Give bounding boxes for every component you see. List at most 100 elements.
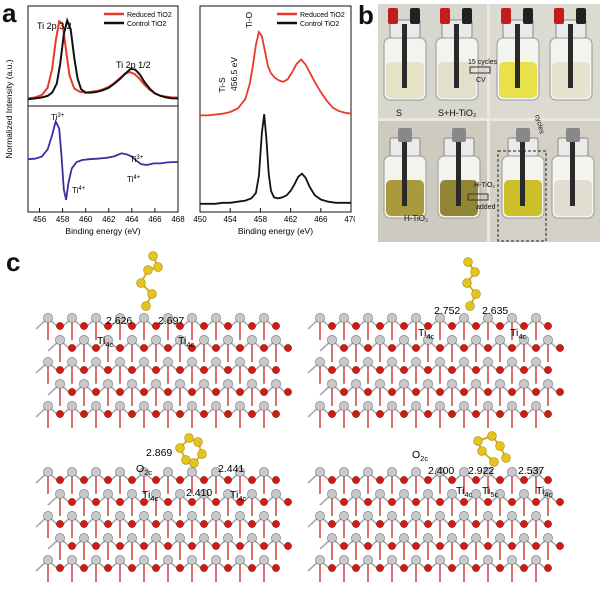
x-tick-label: 470: [344, 215, 355, 224]
vial: [435, 8, 479, 101]
black-clip: [462, 8, 472, 24]
oxygen-atom: [340, 498, 348, 506]
oxygen-atom: [56, 564, 64, 572]
titanium-atom: [531, 467, 541, 477]
oxygen-atom: [56, 520, 64, 528]
annotation-ti4-side: Ti4+: [127, 175, 141, 184]
titanium-atom: [483, 313, 493, 323]
site-label: Ti4c: [510, 327, 527, 341]
oxygen-atom: [152, 366, 160, 374]
sulfur-atom: [148, 251, 158, 261]
oxygen-atom: [448, 520, 456, 528]
titanium-atom: [115, 511, 125, 521]
oxygen-atom: [388, 498, 396, 506]
oxygen-atom: [436, 498, 444, 506]
oxygen-atom: [532, 542, 540, 550]
titanium-atom: [327, 335, 337, 345]
xps-ti2p-comparison-chart: 450 454 458 462 466 470 Binding energy (eV) Red…: [193, 5, 355, 236]
oxygen-atom: [260, 542, 268, 550]
titanium-atom: [271, 533, 281, 543]
oxygen-atom: [56, 410, 64, 418]
vial-electrode: [515, 24, 520, 88]
clip: [452, 128, 466, 142]
titanium-atom: [447, 489, 457, 499]
oxygen-atom: [80, 520, 88, 528]
oxygen-atom: [272, 520, 280, 528]
titanium-atom: [483, 467, 493, 477]
titanium-atom: [163, 511, 173, 521]
titanium-atom: [199, 489, 209, 499]
distance-label: 2.626: [106, 315, 132, 327]
oxygen-atom: [352, 366, 360, 374]
legend-entry: Control TiO2: [127, 21, 166, 28]
y-axis-label: Normalized Intensity (a.u.): [4, 59, 14, 158]
oxygen-atom: [164, 344, 172, 352]
titanium-atom: [139, 511, 149, 521]
titanium-atom: [471, 489, 481, 499]
titanium-atom: [211, 511, 221, 521]
titanium-atom: [127, 489, 137, 499]
photo-label-15-cycles: 15 cycles: [468, 59, 498, 66]
black-clip: [576, 8, 586, 24]
sulfur-chain-bottom-right: [473, 431, 511, 467]
oxygen-atom: [104, 322, 112, 330]
titanium-atom: [187, 467, 197, 477]
titanium-atom: [199, 533, 209, 543]
series-line-reduced: [200, 29, 352, 117]
titanium-atom: [507, 313, 517, 323]
oxygen-atom: [328, 366, 336, 374]
titanium-atom: [247, 379, 257, 389]
annotation-ti4-main: Ti4+: [72, 186, 86, 195]
oxygen-atom: [436, 388, 444, 396]
vial-electrode: [402, 142, 407, 206]
oxygen-atom: [200, 366, 208, 374]
site-label: Ti4c: [230, 489, 247, 503]
titanium-atom: [211, 357, 221, 367]
oxygen-atom: [200, 564, 208, 572]
x-tick-label: 456: [33, 215, 47, 224]
titanium-atom: [519, 335, 529, 345]
site-label: Ti4c: [178, 335, 195, 349]
titanium-atom: [115, 313, 125, 323]
titanium-atom: [223, 335, 233, 345]
red-clip: [501, 8, 511, 24]
panel-label-b: b: [358, 0, 374, 30]
vial-electrode: [402, 24, 407, 88]
sulfur-atom: [470, 267, 480, 277]
titanium-atom: [387, 511, 397, 521]
photo-label-s-h-tio2: S+H-TiO₂: [438, 108, 477, 118]
oxygen-atom: [128, 476, 136, 484]
titanium-atom: [411, 401, 421, 411]
oxygen-atom: [424, 564, 432, 572]
titanium-atom: [423, 335, 433, 345]
titanium-atom: [327, 489, 337, 499]
titanium-atom: [223, 489, 233, 499]
oxygen-atom: [272, 366, 280, 374]
distance-label: 2.537: [518, 465, 544, 477]
sulfur-atom: [477, 446, 487, 456]
oxygen-atom: [224, 410, 232, 418]
oxygen-atom: [200, 410, 208, 418]
oxygen-atom: [472, 564, 480, 572]
titanium-atom: [387, 467, 397, 477]
titanium-atom: [67, 313, 77, 323]
oxygen-atom: [352, 564, 360, 572]
titanium-atom: [55, 533, 65, 543]
site-label: O2c: [136, 463, 152, 477]
titanium-atom: [235, 511, 245, 521]
titanium-atom: [411, 555, 421, 565]
oxygen-atom: [364, 388, 372, 396]
x-tick-label: 458: [56, 215, 70, 224]
oxygen-atom: [520, 410, 528, 418]
titanium-atom: [339, 357, 349, 367]
titanium-atom: [115, 357, 125, 367]
oxygen-atom: [128, 410, 136, 418]
oxygen-atom: [92, 542, 100, 550]
oxygen-atom: [364, 498, 372, 506]
titanium-atom: [163, 467, 173, 477]
oxygen-atom: [92, 388, 100, 396]
titanium-atom: [211, 555, 221, 565]
titanium-atom: [259, 467, 269, 477]
vial-electrode: [570, 142, 575, 206]
